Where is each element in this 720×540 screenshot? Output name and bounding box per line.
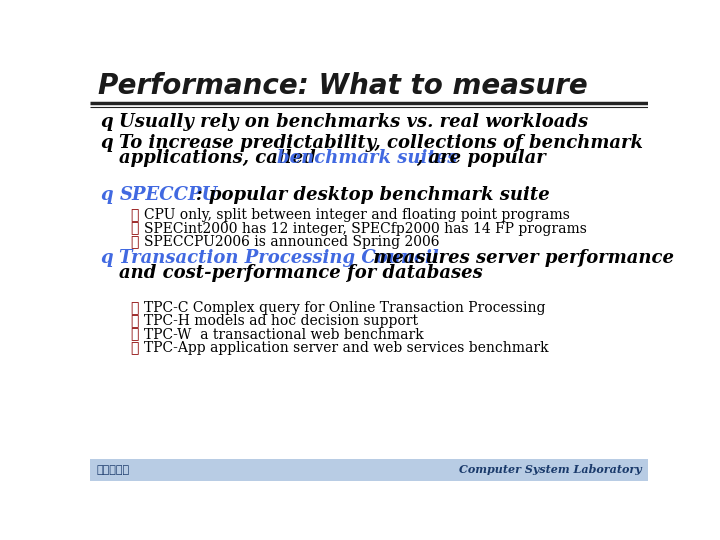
Text: Ⓢ: Ⓢ: [130, 328, 139, 342]
Text: Ⓢ: Ⓢ: [130, 221, 139, 235]
Text: To increase predictability, collections of benchmark: To increase predictability, collections …: [120, 134, 644, 152]
Text: q: q: [101, 134, 114, 152]
Text: SPECCPU2006 is announced Spring 2006: SPECCPU2006 is announced Spring 2006: [144, 235, 440, 249]
Text: Ⓢ: Ⓢ: [130, 341, 139, 355]
Text: q: q: [101, 248, 114, 267]
Text: CPU only, split between integer and floating point programs: CPU only, split between integer and floa…: [144, 208, 570, 222]
Text: Ⓢ: Ⓢ: [130, 314, 139, 328]
Text: 高麗大學校: 高麗大學校: [96, 464, 130, 475]
Text: Ⓢ: Ⓢ: [130, 235, 139, 249]
Bar: [90, 459, 648, 481]
Text: TPC-App application server and web services benchmark: TPC-App application server and web servi…: [144, 341, 549, 355]
Text: TPC-W  a transactional web benchmark: TPC-W a transactional web benchmark: [144, 328, 424, 342]
Text: q: q: [101, 186, 114, 205]
Text: Performance: What to measure: Performance: What to measure: [98, 72, 588, 100]
Text: SPECCPU: SPECCPU: [120, 186, 217, 205]
Text: Ⓢ: Ⓢ: [130, 301, 139, 315]
Text: and cost-performance for databases: and cost-performance for databases: [120, 264, 483, 281]
Text: : popular desktop benchmark suite: : popular desktop benchmark suite: [196, 186, 549, 205]
Text: Ⓢ: Ⓢ: [130, 208, 139, 222]
Text: Transaction Processing Council: Transaction Processing Council: [120, 248, 439, 267]
Text: Usually rely on benchmarks vs. real workloads: Usually rely on benchmarks vs. real work…: [120, 112, 588, 131]
Text: TPC-H models ad hoc decision support: TPC-H models ad hoc decision support: [144, 314, 418, 328]
Text: applications, called: applications, called: [120, 149, 323, 167]
Text: SPECint2000 has 12 integer, SPECfp2000 has 14 FP programs: SPECint2000 has 12 integer, SPECfp2000 h…: [144, 221, 587, 235]
Text: measures server performance: measures server performance: [367, 248, 674, 267]
Text: TPC-C Complex query for Online Transaction Processing: TPC-C Complex query for Online Transacti…: [144, 301, 546, 315]
Text: q: q: [101, 112, 114, 131]
Text: benchmark suites: benchmark suites: [276, 149, 457, 167]
Text: Computer System Laboratory: Computer System Laboratory: [459, 464, 642, 475]
Text: , are popular: , are popular: [417, 149, 546, 167]
